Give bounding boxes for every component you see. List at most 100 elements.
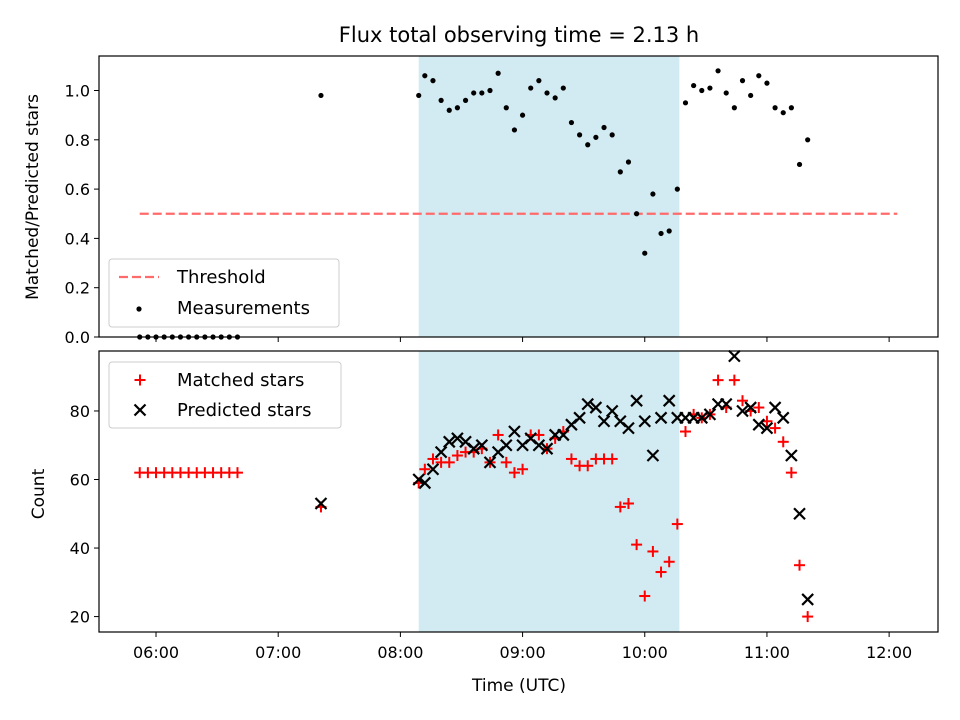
predicted-star-point: [654, 411, 668, 425]
predicted-star-point: [589, 401, 603, 414]
bottom-y-axis-label: Count: [29, 468, 49, 519]
measurement-point: [519, 112, 526, 118]
measurement-point: [772, 105, 778, 111]
bottom-plot-frame: [98, 350, 939, 633]
measurement-point: [625, 159, 632, 165]
predicted-star-point: [314, 497, 328, 510]
measurement-point: [422, 73, 428, 79]
matched-star-point: [655, 566, 667, 578]
matched-star-point: [753, 402, 765, 414]
measurement-point: [479, 90, 485, 96]
top-x-ticks: [155, 337, 890, 342]
matched-star-point: [443, 456, 455, 468]
matched-star-point: [769, 422, 781, 434]
measurement-point: [666, 228, 672, 234]
top-y-tick-label: 1.0: [65, 82, 90, 101]
bottom-y-tick-label: 80: [70, 402, 90, 421]
x-tick-label: 11:00: [744, 643, 790, 662]
legend-predicted-swatch: [133, 403, 147, 417]
measurement-point: [634, 211, 640, 217]
predicted-star-point: [540, 442, 554, 455]
matched-star-point: [451, 450, 463, 462]
predicted-star-point: [581, 397, 595, 411]
bottom-y-axis: 20 40 60 80: [70, 402, 99, 627]
bottom-y-tick-label: 40: [70, 539, 90, 558]
measurement-point: [748, 92, 754, 99]
measurement-point: [471, 90, 477, 96]
predicted-star-point: [703, 408, 717, 421]
bottom-y-tick-label: 60: [70, 471, 90, 490]
measurement-point: [318, 92, 324, 99]
predicted-star-point: [728, 349, 741, 363]
matched-star-point: [492, 429, 504, 441]
legend-predicted-label: Predicted stars: [177, 400, 311, 421]
x-tick-label: 10:00: [622, 643, 668, 662]
predicted-star-point: [646, 449, 660, 462]
x-tick-label: 12:00: [866, 643, 912, 662]
bottom-panel: 20 40 60 80 06:00 07:00 08:00 09:00 10:00 11:00 1…: [29, 349, 939, 696]
measurement-point: [682, 100, 689, 106]
top-y-tick-label: 0.6: [65, 180, 90, 199]
measurement-point: [788, 105, 794, 111]
legend-measurements-swatch: [136, 306, 142, 312]
predicted-star-point: [557, 428, 570, 442]
measurement-point: [617, 169, 623, 175]
measurement-point: [699, 87, 705, 94]
measurement-point: [536, 78, 542, 84]
bottom-x-axis: 06:00 07:00 08:00 09:00 10:00 11:00 12:00: [133, 632, 912, 662]
x-tick-label: 06:00: [133, 643, 179, 662]
bottom-y-tick-label: 20: [70, 608, 90, 627]
measurement-point: [528, 85, 534, 91]
matched-star-point: [614, 501, 626, 513]
predicted-star-point: [532, 438, 546, 452]
predicted-star-point: [662, 394, 676, 407]
matched-star-point: [622, 497, 634, 509]
predicted-star-point: [483, 456, 497, 469]
predicted-star-point: [638, 414, 652, 428]
predicted-star-point: [760, 421, 774, 435]
predicted-star-point: [622, 421, 635, 435]
top-legend-box: [108, 258, 340, 328]
matched-star-point: [679, 426, 691, 438]
matched-star-point: [508, 467, 520, 479]
measurement-point: [723, 90, 729, 96]
predicted-star-point: [418, 476, 432, 490]
measurement-point: [462, 97, 469, 103]
top-highlight-span: [418, 56, 680, 337]
measurement-point: [544, 90, 550, 96]
predicted-stars-series: [314, 349, 814, 606]
predicted-star-point: [434, 445, 448, 459]
predicted-star-point: [776, 411, 790, 425]
measurement-point: [430, 78, 436, 84]
top-y-tick-label: 0.2: [65, 279, 90, 298]
measurement-point: [454, 105, 461, 111]
predicted-star-point: [785, 449, 798, 462]
x-tick-label: 09:00: [500, 643, 546, 662]
measurement-point: [511, 127, 518, 133]
top-y-axis: 0.0 0.2 0.4 0.6 0.8 1.0: [65, 82, 99, 347]
predicted-star-point: [412, 473, 425, 486]
measurement-point: [691, 82, 697, 89]
top-y-tick-label: 0.4: [65, 229, 90, 248]
bottom-legend: Matched stars Predicted stars: [108, 361, 342, 429]
predicted-star-point: [768, 401, 782, 414]
predicted-star-point: [793, 507, 806, 521]
matched-star-point: [647, 545, 659, 557]
measurement-point: [601, 124, 607, 131]
legend-threshold-label: Threshold: [176, 267, 266, 288]
measurement-point: [658, 230, 664, 237]
measurement-point: [805, 137, 811, 143]
top-y-axis-label: Matched/Predicted stars: [23, 94, 43, 300]
measurements-series: [137, 68, 811, 340]
matched-star-point: [606, 453, 618, 465]
measurement-point: [593, 134, 599, 140]
measurement-point: [503, 105, 509, 111]
predicted-star-point: [475, 438, 489, 452]
predicted-star-point: [597, 414, 611, 428]
top-legend: Threshold Measurements: [108, 258, 340, 328]
measurement-point: [764, 80, 770, 86]
measurement-point: [707, 85, 713, 91]
matched-star-point: [582, 460, 594, 472]
x-axis-label: Time (UTC): [471, 676, 566, 696]
